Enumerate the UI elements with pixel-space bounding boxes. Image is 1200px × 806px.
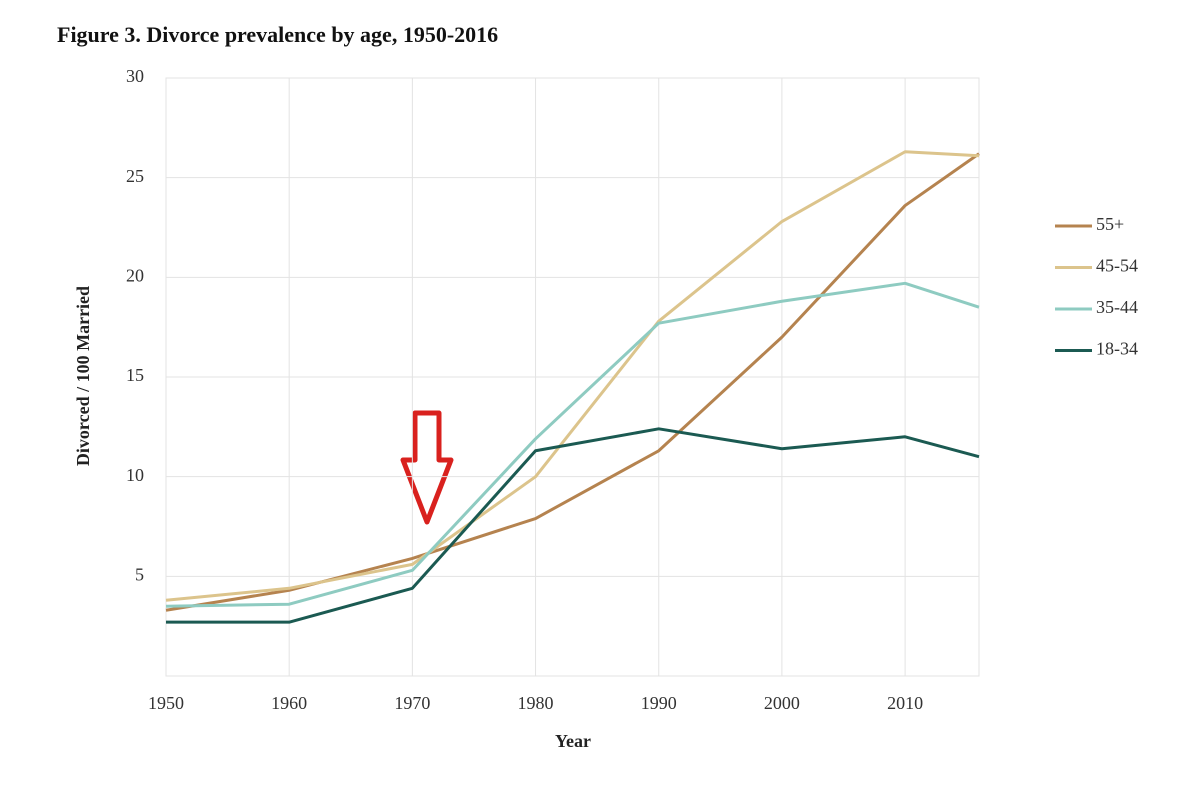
- x-tick-label: 2000: [764, 693, 800, 713]
- x-tick-label: 1950: [148, 693, 184, 713]
- series-line: [165, 281, 980, 608]
- y-tick-label: 10: [126, 465, 144, 485]
- chart-title: Figure 3. Divorce prevalence by age, 195…: [57, 22, 498, 47]
- x-tick-label: 1980: [518, 693, 554, 713]
- x-tick-label: 1960: [271, 693, 307, 713]
- y-tick-label: 25: [126, 166, 144, 186]
- y-tick-label: 5: [135, 564, 144, 584]
- y-tick-label: 20: [126, 265, 144, 285]
- x-tick-label: 1970: [394, 693, 430, 713]
- legend-label: 55+: [1096, 214, 1124, 234]
- x-axis-label: Year: [555, 731, 591, 751]
- series-line: [165, 152, 980, 612]
- x-tick-label: 2010: [887, 693, 923, 713]
- y-tick-label: 30: [126, 66, 144, 86]
- series-line: [166, 427, 980, 624]
- series-line: [165, 150, 980, 602]
- y-tick-label: 15: [126, 365, 144, 385]
- legend-label: 35-44: [1096, 297, 1138, 317]
- arrow-annotation: [400, 410, 454, 525]
- y-axis-label: Divorced / 100 Married: [73, 286, 93, 466]
- x-tick-label: 1990: [641, 693, 677, 713]
- legend-label: 18-34: [1096, 339, 1138, 359]
- legend-label: 45-54: [1096, 256, 1138, 276]
